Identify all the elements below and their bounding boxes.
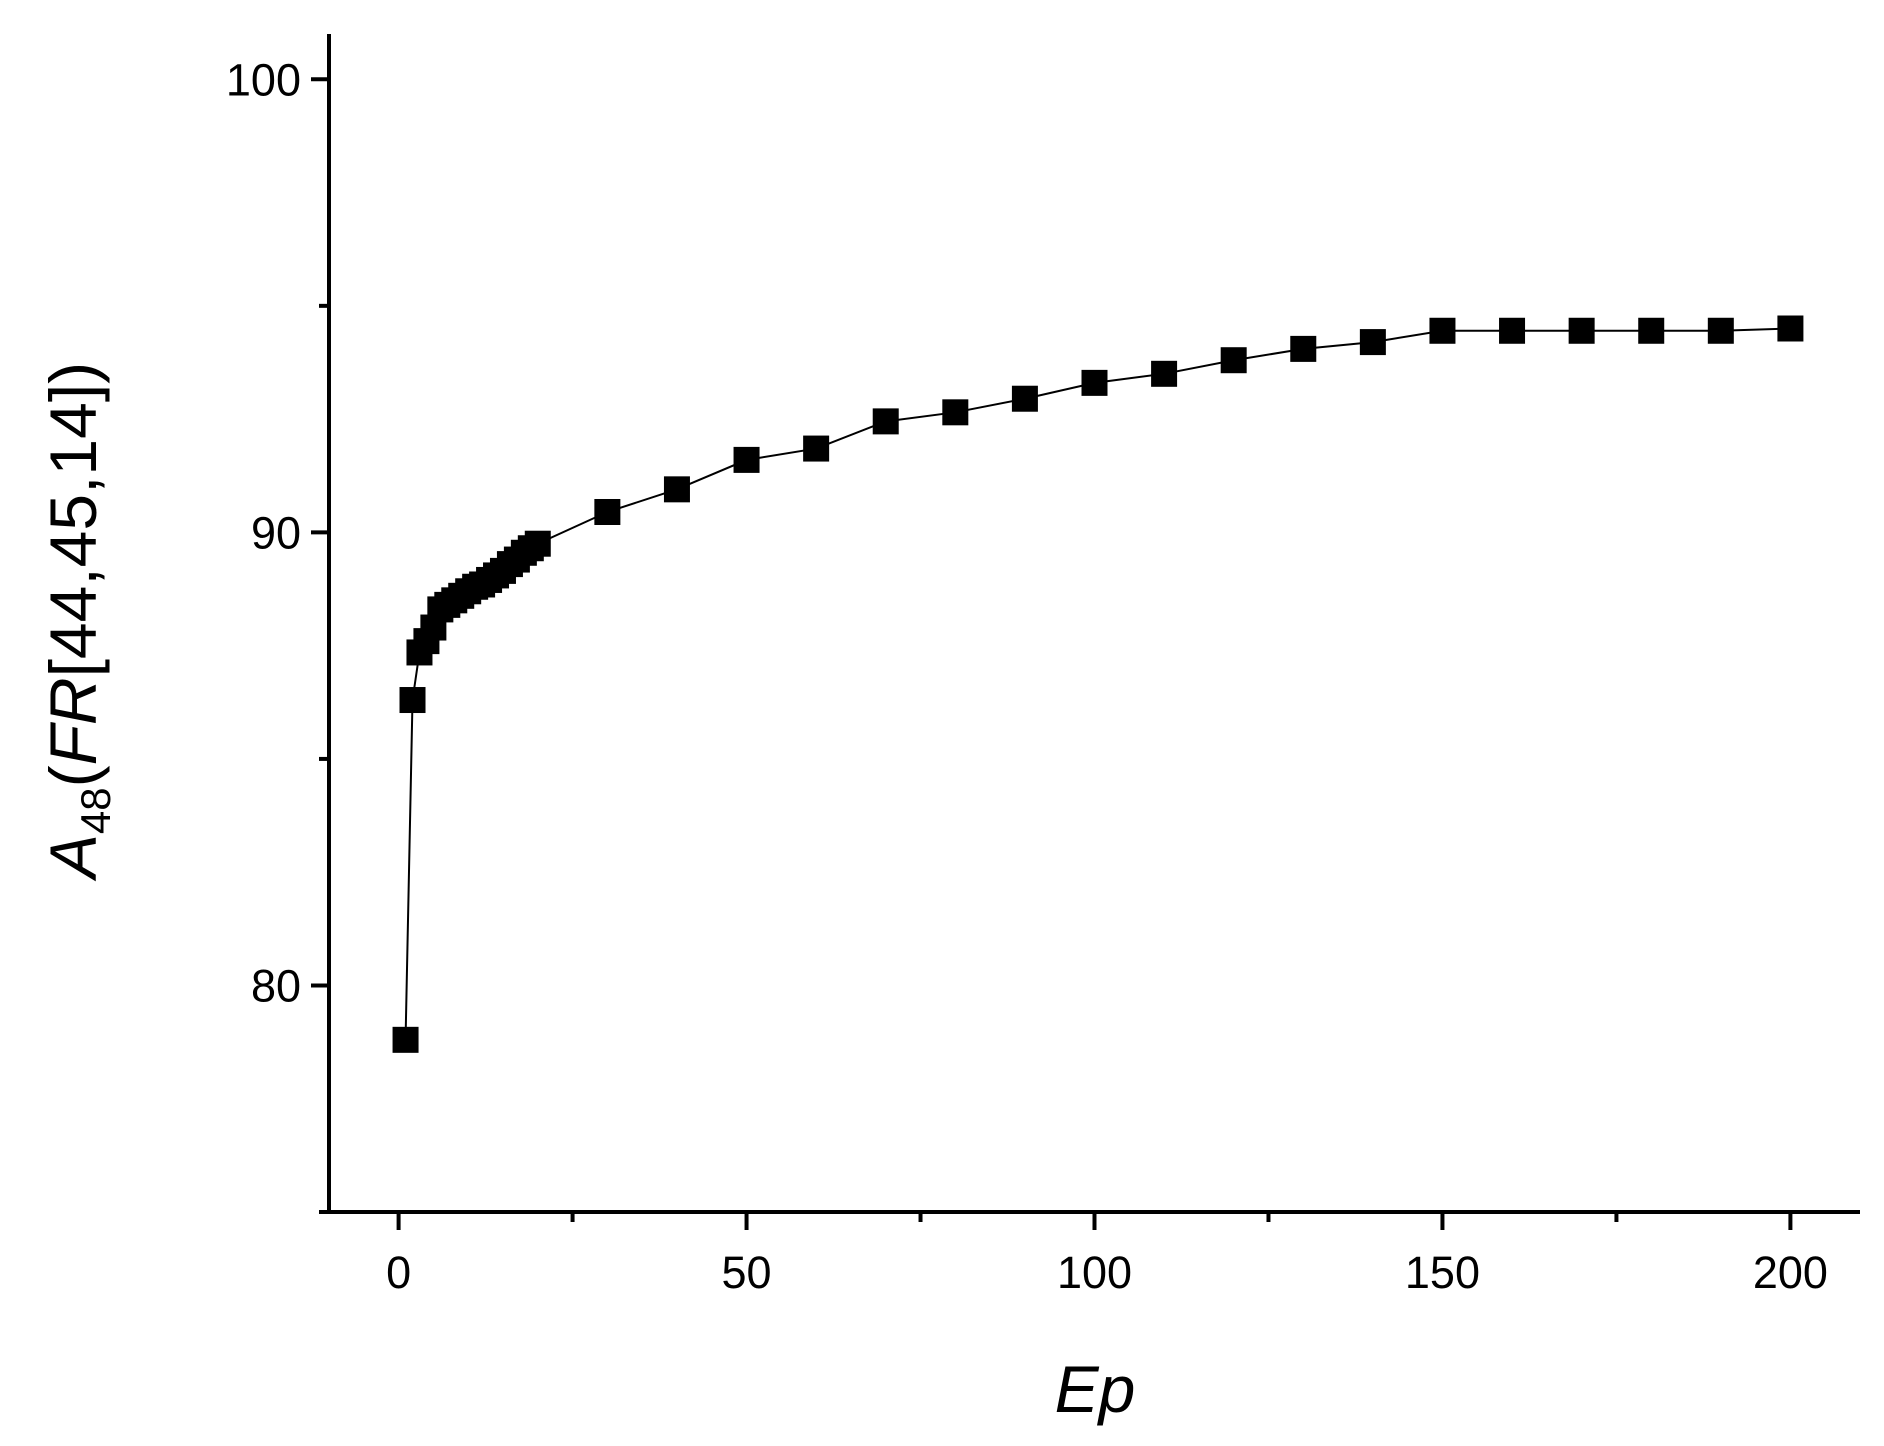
data-point: [392, 1026, 419, 1053]
data-point: [1151, 360, 1178, 387]
y-tick-label: 100: [226, 54, 301, 105]
data-point: [1707, 317, 1734, 344]
data-point: [1568, 317, 1595, 344]
data-point: [1359, 329, 1386, 356]
y-axis-label: A48(FR[44,45,14]): [36, 362, 119, 882]
data-point: [399, 687, 426, 714]
data-point: [1220, 347, 1247, 374]
data-point: [942, 399, 969, 426]
x-tick-label: 50: [722, 1247, 772, 1298]
y-label-subscript: 48: [72, 787, 119, 834]
y-label-part: (: [36, 765, 110, 787]
data-point: [1290, 335, 1317, 362]
data-point: [1777, 315, 1804, 342]
data-point: [1429, 317, 1456, 344]
data-point: [1638, 317, 1665, 344]
data-point: [872, 408, 899, 435]
y-tick-label: 90: [251, 507, 301, 558]
y-label-part: FR: [36, 677, 110, 765]
data-point: [803, 435, 830, 462]
x-axis-label: Ep: [1055, 1352, 1136, 1426]
y-tick-label: 80: [251, 960, 301, 1011]
x-tick-label: 0: [386, 1247, 411, 1298]
data-point: [1081, 369, 1108, 396]
data-point: [1011, 385, 1038, 412]
data-point: [524, 530, 551, 557]
data-point: [1499, 317, 1526, 344]
data-line: [404, 327, 1791, 1040]
x-tick-label: 100: [1057, 1247, 1132, 1298]
y-label-part: A: [36, 834, 110, 882]
x-tick-label: 200: [1753, 1247, 1828, 1298]
data-point: [594, 498, 621, 525]
x-tick-label: 150: [1405, 1247, 1480, 1298]
data-point: [663, 476, 690, 503]
y-label-part: [44,45,14]): [36, 362, 110, 678]
data-point: [733, 446, 760, 473]
